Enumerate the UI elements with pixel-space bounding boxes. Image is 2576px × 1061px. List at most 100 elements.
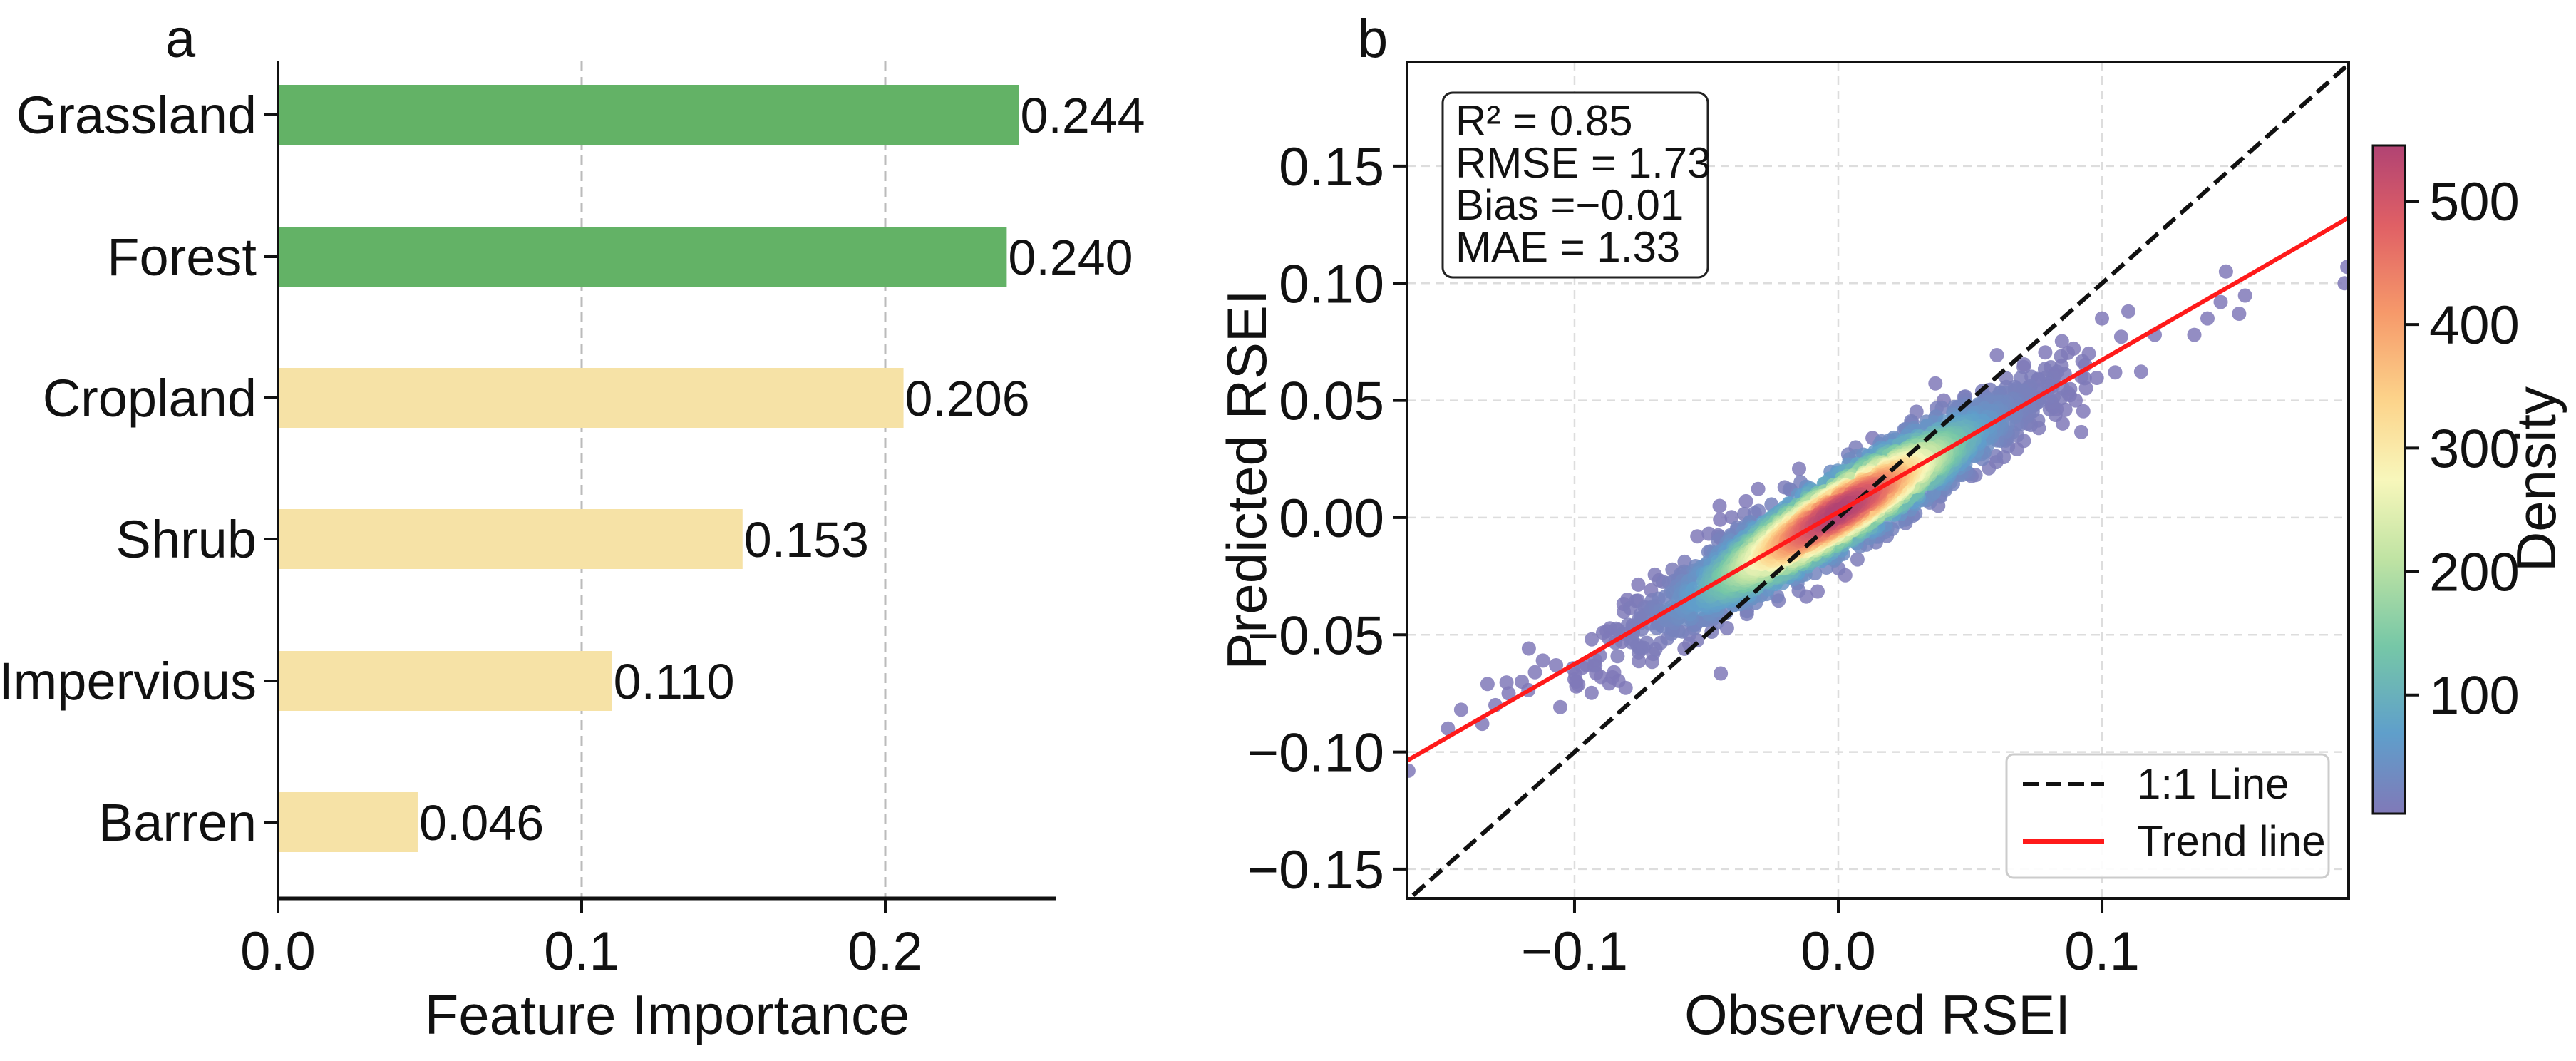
- a-category-label: Barren: [98, 793, 257, 852]
- scatter-point: [1605, 670, 1620, 685]
- colorbar-label: Density: [2505, 386, 2567, 572]
- bar-forest: [278, 227, 1007, 287]
- stats-box: R² = 0.85 RMSE = 1.73 Bias =−0.01 MAE = …: [1441, 91, 1711, 279]
- scatter-point: [1441, 721, 1456, 736]
- scatter-point: [1724, 510, 1739, 525]
- stat-bias: Bias =−0.01: [1456, 181, 1684, 229]
- scatter-point: [2218, 264, 2233, 279]
- bar-shrub: [278, 509, 743, 569]
- one-to-one-line: [1407, 62, 2349, 898]
- scatter-point: [2038, 345, 2053, 360]
- b-ytick-label: 0.15: [1279, 137, 1384, 198]
- scatter-point: [1989, 449, 2004, 463]
- scatter-point: [1792, 461, 1806, 476]
- scatter-point: [1631, 577, 1646, 592]
- panel-b-label: b: [1358, 9, 1388, 69]
- b-ytick-label: 0.05: [1279, 371, 1384, 432]
- bar-value-label: 0.153: [744, 512, 869, 568]
- scatter-point: [1690, 529, 1705, 544]
- scatter-point: [1928, 376, 1943, 391]
- panel-a-label: a: [165, 9, 196, 69]
- panel-b: b −0.1 0.0 0.1 −0.15 −0.10 −0.05 0.00 0.05 0.10 0…: [1215, 9, 2567, 1046]
- scatter-point: [1610, 649, 1625, 664]
- bar-impervious: [278, 651, 612, 711]
- scatter-point: [1527, 665, 1542, 680]
- a-xtick-label: 0.0: [240, 921, 316, 982]
- scatter-point: [1521, 641, 1536, 656]
- scatter-point: [2075, 354, 2090, 369]
- scatter-point: [2074, 424, 2088, 439]
- legend: 1:1 Line Trend line: [2005, 753, 2330, 879]
- bar-value-label: 0.110: [614, 654, 735, 709]
- scatter-point: [2340, 260, 2349, 275]
- panel-a: a Grassland 0.244 Forest 0.240 Cropland 0.206…: [0, 9, 1145, 1046]
- a-category-label: Impervious: [0, 652, 257, 711]
- scatter-point: [2237, 288, 2252, 303]
- bar-cropland: [278, 368, 904, 428]
- b-y-axis-label: Predicted RSEI: [1215, 289, 1278, 670]
- scatter-point: [2016, 359, 2031, 374]
- colorbar-tick-label: 500: [2429, 172, 2520, 232]
- stat-mae: MAE = 1.33: [1456, 223, 1680, 271]
- bar-barren: [278, 792, 418, 852]
- scatter-point: [1501, 686, 1516, 701]
- bar-grassland: [278, 85, 1019, 145]
- scatter-point: [2232, 307, 2247, 321]
- scatter-point: [2089, 371, 2104, 385]
- scatter-point: [2187, 327, 2202, 342]
- a-category-label: Cropland: [43, 369, 257, 428]
- scatter-point: [1407, 763, 1416, 778]
- scatter-point: [1585, 632, 1599, 647]
- scatter-point: [1480, 677, 1495, 692]
- b-ytick-label: −0.10: [1247, 723, 1384, 784]
- colorbar-tick-label: 400: [2429, 295, 2520, 356]
- bar-value-label: 0.206: [905, 371, 1030, 426]
- a-category-label: Forest: [107, 227, 257, 287]
- b-ytick-label: 0.00: [1279, 488, 1384, 549]
- colorbar: [2371, 144, 2406, 815]
- bar-value-label: 0.244: [1020, 88, 1145, 143]
- scatter-point: [1850, 552, 1865, 567]
- scatter-point: [1751, 481, 1766, 496]
- b-ytick-label: −0.15: [1247, 840, 1384, 901]
- scatter-point: [1751, 503, 1766, 518]
- scatter-point: [2133, 364, 2148, 379]
- a-category-label: Shrub: [116, 510, 257, 569]
- a-category-label: Grassland: [16, 86, 257, 145]
- scatter-point: [2213, 294, 2228, 309]
- b-ytick-label: 0.10: [1279, 254, 1384, 314]
- scatter-point: [2076, 404, 2091, 419]
- b-ytick-label: −0.05: [1247, 605, 1384, 666]
- scatter-point: [1584, 685, 1599, 700]
- a-xtick-label: 0.2: [847, 921, 923, 982]
- scatter-point: [1639, 635, 1654, 650]
- scatter-point: [1989, 348, 2004, 362]
- legend-trend-label: Trend line: [2137, 817, 2326, 865]
- a-x-axis-label: Feature Importance: [425, 983, 910, 1046]
- b-xtick-label: 0.1: [2064, 921, 2140, 982]
- b-x-axis-label: Observed RSEI: [1684, 983, 2071, 1046]
- b-xtick-label: −0.1: [1521, 921, 1628, 982]
- scatter-point: [2113, 329, 2128, 344]
- colorbar-tick-label: 100: [2429, 666, 2520, 727]
- scatter-point: [2054, 334, 2069, 349]
- scatter-point: [1553, 699, 1567, 714]
- colorbar-tick-label: 200: [2429, 543, 2520, 603]
- scatter-point: [1713, 512, 1728, 527]
- a-xtick-label: 0.1: [544, 921, 619, 982]
- scatter-point: [1453, 702, 1468, 717]
- stat-rmse: RMSE = 1.73: [1456, 139, 1711, 187]
- bar-value-label: 0.046: [419, 795, 544, 851]
- scatter-point: [1738, 493, 1753, 508]
- legend-1to1-label: 1:1 Line: [2137, 760, 2289, 808]
- trend-line: [1407, 215, 2349, 763]
- scatter-point: [2121, 304, 2135, 319]
- b-xtick-label: 0.0: [1800, 921, 1876, 982]
- scatter-point: [1714, 666, 1729, 681]
- scatter-point: [1535, 653, 1550, 668]
- scatter-point: [2200, 311, 2215, 326]
- scatter-point: [1499, 675, 1514, 690]
- b-axes-frame: [1406, 61, 2350, 900]
- scatter-point: [2337, 276, 2349, 291]
